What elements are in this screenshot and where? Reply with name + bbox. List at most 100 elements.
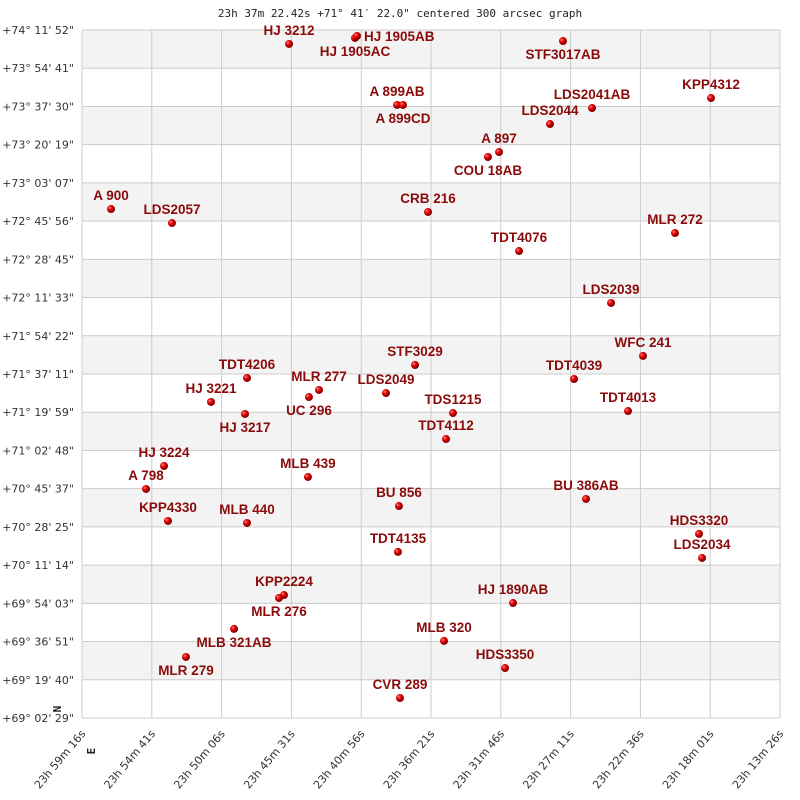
star-label: LDS2057 xyxy=(143,202,200,217)
star-marker xyxy=(160,462,169,471)
x-tick-label: 23h 45m 31s xyxy=(241,727,298,791)
y-tick-label: +72° 45' 56" xyxy=(2,215,74,228)
star-label: TDT4013 xyxy=(600,390,657,405)
star-label: BU 856 xyxy=(376,485,422,500)
star-point: MLR 279 xyxy=(158,652,214,678)
y-tick-label: +73° 20' 19" xyxy=(2,139,74,152)
star-marker xyxy=(243,373,252,382)
star-point: MLR 272 xyxy=(647,212,703,238)
star-marker xyxy=(167,219,176,228)
star-point: MLB 439 xyxy=(280,456,336,481)
x-tick-label: 23h 22m 36s xyxy=(590,727,647,791)
star-point: TDT4076 xyxy=(491,230,548,256)
y-tick-label: +70° 11' 14" xyxy=(2,559,74,572)
star-label: MLR 276 xyxy=(251,604,307,619)
star-point: A 897 xyxy=(481,131,517,157)
star-point: KPP4312 xyxy=(682,77,740,103)
y-tick-label: +70° 28' 25" xyxy=(2,521,74,534)
star-point: MLR 276 xyxy=(251,593,307,619)
star-marker xyxy=(163,516,172,525)
star-marker xyxy=(695,529,704,538)
star-marker xyxy=(424,207,433,216)
chart-title: 23h 37m 22.42s +71° 41′ 22.0" centered 3… xyxy=(218,7,582,20)
star-label: UC 296 xyxy=(286,403,332,418)
star-label: TDT4039 xyxy=(546,358,602,373)
star-marker xyxy=(411,361,420,370)
star-label: HJ 3212 xyxy=(264,23,315,38)
y-tick-label: +71° 19' 59" xyxy=(2,406,74,419)
star-label: A 899CD xyxy=(375,111,430,126)
star-marker xyxy=(607,298,616,307)
star-marker xyxy=(394,502,403,511)
star-label: CRB 216 xyxy=(400,191,456,206)
y-tick-label: +70° 45' 37" xyxy=(2,483,74,496)
star-label: TDT4206 xyxy=(219,357,276,372)
star-label: HJ 1905AC xyxy=(320,44,391,59)
star-label: KPP2224 xyxy=(255,574,313,589)
x-tick-label: 23h 36m 21s xyxy=(381,727,438,791)
star-point: HJ 1905AB xyxy=(353,29,435,44)
star-point: BU 856 xyxy=(376,485,422,511)
star-label: STF3017AB xyxy=(525,47,600,62)
y-tick-label: +72° 28' 45" xyxy=(2,253,74,266)
star-point: STF3017AB xyxy=(525,37,601,62)
star-point: A 798 xyxy=(128,468,164,493)
star-label: A 899AB xyxy=(370,84,425,99)
star-marker xyxy=(243,518,252,527)
star-label: LDS2041AB xyxy=(554,87,631,102)
star-label: CVR 289 xyxy=(373,677,428,692)
star-label: WFC 241 xyxy=(615,335,673,350)
star-label: TDT4076 xyxy=(491,230,548,245)
star-label: TDT4112 xyxy=(418,418,474,433)
y-tick-label: +71° 37' 11" xyxy=(2,368,74,381)
x-tick-label: 23h 59m 16s xyxy=(32,727,89,791)
star-label: COU 18AB xyxy=(454,163,523,178)
y-tick-label: +73° 37' 30" xyxy=(2,100,74,113)
star-point: HDS3350 xyxy=(476,647,535,673)
star-point: CVR 289 xyxy=(373,677,428,703)
y-tick-label: +69° 02' 29" xyxy=(2,712,74,725)
y-tick-label: +71° 54' 22" xyxy=(2,330,74,343)
star-label: MLR 279 xyxy=(158,663,214,678)
star-point: LDS2039 xyxy=(583,282,640,307)
star-point: LDS2044 xyxy=(521,103,579,129)
star-point: TDT4206 xyxy=(219,357,276,382)
star-label: MLB 320 xyxy=(416,620,472,635)
star-label: LDS2044 xyxy=(521,103,579,118)
star-label: HJ 1890AB xyxy=(478,582,549,597)
star-point: HJ 3217 xyxy=(219,409,271,435)
x-tick-label: 23h 18m 01s xyxy=(660,727,717,791)
star-marker xyxy=(495,148,504,157)
star-label: MLB 440 xyxy=(219,502,275,517)
star-marker xyxy=(353,31,362,40)
star-label: HJ 1905AB xyxy=(364,29,435,44)
star-marker xyxy=(240,409,249,418)
star-point: HJ 3212 xyxy=(264,23,315,48)
star-point: MLR 277 xyxy=(291,369,347,394)
star-marker xyxy=(698,553,707,562)
star-marker xyxy=(393,547,402,556)
compass-north: N xyxy=(51,706,64,713)
star-label: HDS3350 xyxy=(476,647,535,662)
star-label: TDS1215 xyxy=(424,392,482,407)
star-label: BU 386AB xyxy=(553,478,619,493)
star-point: A 899CD xyxy=(375,100,431,126)
star-marker xyxy=(483,152,492,161)
star-marker xyxy=(442,435,451,444)
star-label: HJ 3217 xyxy=(219,420,270,435)
star-label: A 897 xyxy=(481,131,517,146)
star-marker xyxy=(107,205,116,214)
star-point: LDS2049 xyxy=(357,372,415,398)
grid-lines xyxy=(81,29,781,719)
star-marker xyxy=(181,652,190,661)
star-marker xyxy=(639,351,648,360)
x-tick-label: 23h 40m 56s xyxy=(311,727,368,791)
star-marker xyxy=(582,494,591,503)
x-tick-label: 23h 50m 06s xyxy=(171,727,228,791)
star-marker xyxy=(381,389,390,398)
star-marker xyxy=(285,39,294,48)
star-point: TDS1215 xyxy=(424,392,482,418)
star-label: HJ 3221 xyxy=(185,381,237,396)
star-point: HJ 1890AB xyxy=(478,582,549,608)
